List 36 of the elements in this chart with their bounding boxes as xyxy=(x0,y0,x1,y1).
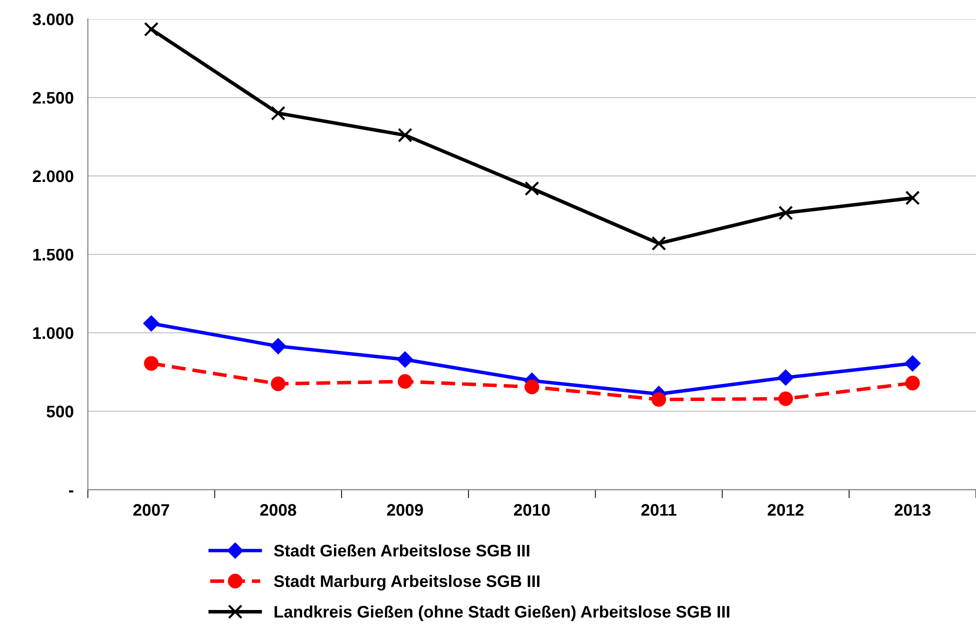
point xyxy=(397,352,413,368)
y-tick-label: 2.500 xyxy=(32,92,74,104)
point xyxy=(904,356,920,372)
x-tick-label: 2008 xyxy=(260,504,296,516)
point xyxy=(398,374,412,389)
point xyxy=(652,392,666,407)
point xyxy=(270,376,286,392)
point xyxy=(905,190,920,206)
point xyxy=(778,391,793,406)
legend-label: Stadt Gießen Arbeitslose SGB III xyxy=(274,544,530,557)
x-tick-label: 2007 xyxy=(133,504,170,516)
x-tick-label: 2010 xyxy=(514,504,550,516)
point xyxy=(144,22,159,37)
y-tick-label: 3.000 xyxy=(32,13,74,26)
point xyxy=(144,356,159,371)
legend-label: Stadt Marburg Arbeitslose SGB III xyxy=(274,574,540,590)
point xyxy=(270,106,286,121)
legend-label: Landkreis Gießen (ohne Stadt Gießen) Arbeitslose SGB III xyxy=(274,605,730,621)
point xyxy=(524,380,540,394)
x-tick-label: 2009 xyxy=(387,504,423,516)
y-tick-label: 2.000 xyxy=(32,170,74,182)
point xyxy=(905,376,920,390)
point xyxy=(143,316,160,332)
y-tick-label: 1.500 xyxy=(33,248,74,261)
point xyxy=(652,236,666,251)
point xyxy=(270,338,286,354)
y-tick-label: 500 xyxy=(46,406,74,418)
x-tick-label: 2013 xyxy=(894,504,930,516)
y-tick-label: 1.000 xyxy=(33,327,74,340)
point xyxy=(524,181,540,196)
x-tick-label: 2012 xyxy=(768,504,804,516)
x-tick-label: 2011 xyxy=(641,504,676,516)
point xyxy=(778,370,794,386)
point xyxy=(778,206,793,220)
point xyxy=(398,128,412,142)
y-tick-label: - xyxy=(69,490,74,492)
